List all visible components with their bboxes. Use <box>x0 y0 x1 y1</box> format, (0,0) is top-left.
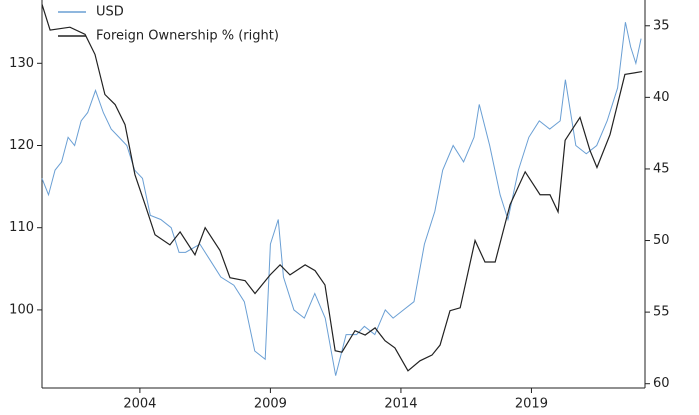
x-tick-label: 2004 <box>123 397 156 412</box>
y2-tick-label: 40 <box>653 90 670 105</box>
y-tick-label: 120 <box>9 138 34 153</box>
legend-label: Foreign Ownership % (right) <box>96 29 279 44</box>
y2-tick-label: 45 <box>653 161 670 176</box>
y2-tick-label: 35 <box>653 18 670 33</box>
y2-tick-label: 50 <box>653 233 670 248</box>
y2-tick-label: 60 <box>653 376 670 391</box>
y-tick-label: 110 <box>9 220 34 235</box>
data-line <box>41 22 642 376</box>
y-tick-label: 130 <box>9 56 34 71</box>
y2-tick-label: 55 <box>653 305 670 320</box>
legend-label: USD <box>96 5 124 20</box>
x-tick-label: 2014 <box>384 397 417 412</box>
x-tick-label: 2019 <box>515 397 548 412</box>
x-tick-label: 2009 <box>254 397 287 412</box>
data-line <box>41 4 643 372</box>
y-tick-label: 100 <box>9 302 34 317</box>
